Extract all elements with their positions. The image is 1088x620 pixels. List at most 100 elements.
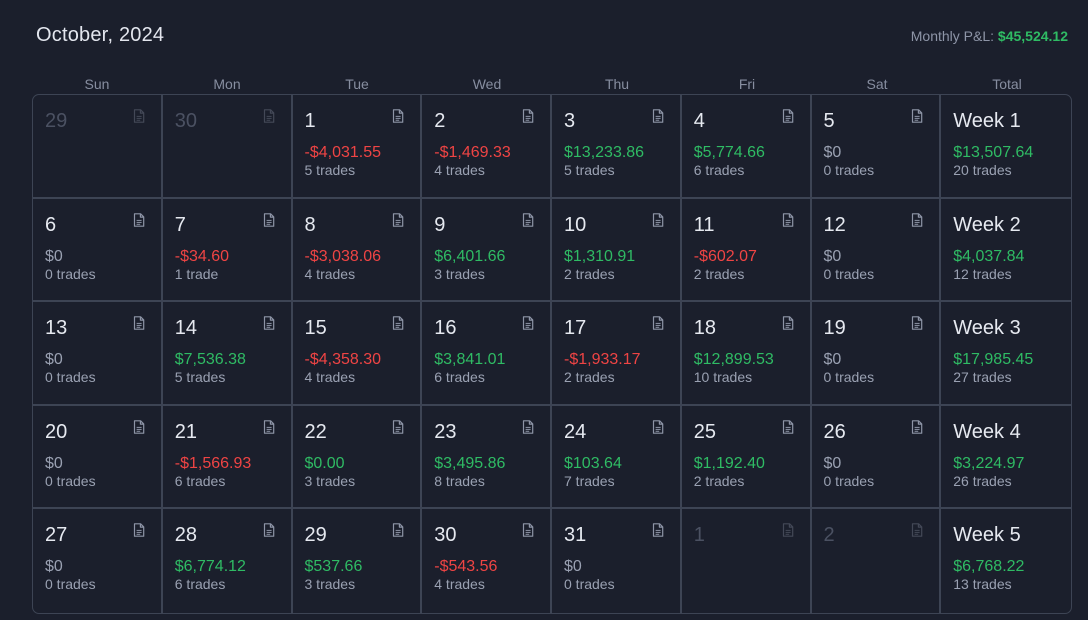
document-icon[interactable] xyxy=(911,109,923,123)
document-icon[interactable] xyxy=(652,212,664,227)
document-icon[interactable] xyxy=(133,316,145,330)
calendar-day-cell[interactable]: 29 $537.66 3 trades xyxy=(293,509,423,613)
week-total-cell[interactable]: Week 4 $3,224.97 26 trades xyxy=(941,406,1071,510)
calendar-day-cell[interactable]: 2 -$1,469.33 4 trades xyxy=(422,95,552,199)
document-icon[interactable] xyxy=(911,419,923,434)
calendar-day-cell[interactable]: 18 $12,899.53 10 trades xyxy=(681,302,812,406)
document-icon[interactable] xyxy=(522,212,534,227)
day-trade-count: 2 trades xyxy=(693,472,745,489)
week-total-cell[interactable]: Week 2 $4,037.84 12 trades xyxy=(941,199,1071,303)
document-icon[interactable] xyxy=(522,419,534,434)
week-trade-count: 13 trades xyxy=(953,576,1012,593)
calendar-day-cell[interactable]: 17 -$1,933.17 2 trades xyxy=(552,302,682,406)
day-number: 23 xyxy=(434,420,457,443)
document-icon[interactable] xyxy=(263,109,275,123)
document-icon[interactable] xyxy=(263,212,275,227)
calendar-day-cell[interactable]: 11 -$602.07 2 trades xyxy=(681,198,812,303)
day-number: 26 xyxy=(823,420,846,443)
calendar-day-cell-outside[interactable]: 2 xyxy=(812,509,942,613)
document-icon[interactable] xyxy=(782,316,794,330)
calendar-day-cell[interactable]: 28 $6,774.12 6 trades xyxy=(163,509,293,613)
document-icon[interactable] xyxy=(133,419,145,434)
document-icon[interactable] xyxy=(263,523,275,538)
day-number: 14 xyxy=(174,317,197,340)
document-icon[interactable] xyxy=(652,419,664,434)
day-pnl: -$34.60 xyxy=(174,247,230,265)
calendar-day-cell[interactable]: 7 -$34.60 1 trade xyxy=(162,198,293,303)
day-number: 1 xyxy=(304,110,316,132)
document-icon[interactable] xyxy=(911,316,923,330)
calendar-day-cell[interactable]: 20 $0 0 trades xyxy=(33,405,163,510)
document-icon[interactable] xyxy=(782,109,794,123)
document-icon[interactable] xyxy=(133,109,145,123)
week-trade-count: 20 trades xyxy=(953,162,1012,178)
document-icon[interactable] xyxy=(782,419,794,434)
calendar-day-cell[interactable]: 8 -$3,038.06 4 trades xyxy=(292,198,423,303)
document-icon[interactable] xyxy=(263,419,275,434)
calendar-day-cell-outside[interactable]: 1 xyxy=(682,509,812,613)
calendar-day-cell[interactable]: 4 $5,774.66 6 trades xyxy=(681,95,812,199)
day-trade-count: 3 trades xyxy=(434,265,485,282)
calendar-day-cell[interactable]: 21 -$1,566.93 6 trades xyxy=(162,405,293,510)
calendar-day-cell[interactable]: 19 $0 0 trades xyxy=(811,302,942,406)
day-pnl: $537.66 xyxy=(304,558,363,576)
week-label: Week 4 xyxy=(953,420,1021,443)
weekday-label-tue: Tue xyxy=(345,76,369,92)
calendar-day-cell[interactable]: 6 $0 0 trades xyxy=(33,198,163,303)
document-icon[interactable] xyxy=(263,316,275,330)
day-pnl: -$602.07 xyxy=(693,247,757,265)
week-total-cell[interactable]: Week 1 $13,507.64 20 trades xyxy=(941,95,1071,199)
calendar-day-cell[interactable]: 24 $103.64 7 trades xyxy=(552,405,682,510)
document-icon[interactable] xyxy=(522,109,534,123)
calendar-day-cell[interactable]: 31 $0 0 trades xyxy=(552,509,682,613)
calendar-day-cell-outside[interactable]: 29 xyxy=(33,95,163,199)
day-pnl: $6,401.66 xyxy=(434,247,506,265)
weekday-label-wed: Wed xyxy=(472,76,502,92)
calendar-day-cell[interactable]: 22 $0.00 3 trades xyxy=(292,405,423,510)
calendar-day-cell[interactable]: 27 $0 0 trades xyxy=(33,509,163,613)
calendar-day-cell[interactable]: 1 -$4,031.55 5 trades xyxy=(292,95,423,199)
week-total-cell[interactable]: Week 3 $17,985.45 27 trades xyxy=(941,302,1071,406)
calendar-day-cell[interactable]: 26 $0 0 trades xyxy=(811,405,942,510)
day-number: 5 xyxy=(823,110,835,132)
document-icon[interactable] xyxy=(911,523,923,538)
document-icon[interactable] xyxy=(133,212,145,227)
day-pnl: $0.00 xyxy=(304,454,345,472)
calendar-day-cell[interactable]: 13 $0 0 trades xyxy=(33,302,163,406)
document-icon[interactable] xyxy=(133,523,145,538)
calendar-day-cell[interactable]: 3 $13,233.86 5 trades xyxy=(552,95,682,199)
day-pnl: -$3,038.06 xyxy=(304,247,382,265)
document-icon[interactable] xyxy=(652,109,664,123)
document-icon[interactable] xyxy=(392,212,404,227)
document-icon[interactable] xyxy=(652,523,664,538)
day-pnl: -$1,566.93 xyxy=(174,454,252,472)
week-total-cell[interactable]: Week 5 $6,768.22 13 trades xyxy=(941,509,1071,613)
calendar-day-cell[interactable]: 15 -$4,358.30 4 trades xyxy=(292,302,423,406)
day-number: 11 xyxy=(693,213,715,236)
calendar-day-cell[interactable]: 23 $3,495.86 8 trades xyxy=(422,405,552,510)
calendar-day-cell[interactable]: 10 $1,310.91 2 trades xyxy=(552,198,682,303)
document-icon[interactable] xyxy=(392,419,404,434)
day-pnl: $0 xyxy=(823,247,842,265)
calendar-day-cell[interactable]: 25 $1,192.40 2 trades xyxy=(681,405,812,510)
document-icon[interactable] xyxy=(652,316,664,330)
document-icon[interactable] xyxy=(782,212,794,227)
calendar-day-cell[interactable]: 30 -$543.56 4 trades xyxy=(422,509,552,613)
calendar-day-cell-outside[interactable]: 30 xyxy=(162,95,293,199)
document-icon[interactable] xyxy=(911,212,923,227)
document-icon[interactable] xyxy=(782,523,794,538)
day-number: 25 xyxy=(693,420,716,443)
document-icon[interactable] xyxy=(522,523,534,538)
calendar-day-cell[interactable]: 12 $0 0 trades xyxy=(811,198,942,303)
document-icon[interactable] xyxy=(392,316,404,330)
week-label: Week 3 xyxy=(953,317,1021,340)
calendar-day-cell[interactable]: 14 $7,536.38 5 trades xyxy=(162,302,293,406)
calendar-day-cell[interactable]: 9 $6,401.66 3 trades xyxy=(422,198,552,303)
calendar-day-cell[interactable]: 5 $0 0 trades xyxy=(811,95,942,199)
calendar-day-cell[interactable]: 16 $3,841.01 6 trades xyxy=(422,302,552,406)
day-pnl: $0 xyxy=(45,454,63,472)
document-icon[interactable] xyxy=(392,523,404,538)
day-pnl: $0 xyxy=(45,247,63,265)
document-icon[interactable] xyxy=(392,109,404,123)
document-icon[interactable] xyxy=(522,316,534,330)
